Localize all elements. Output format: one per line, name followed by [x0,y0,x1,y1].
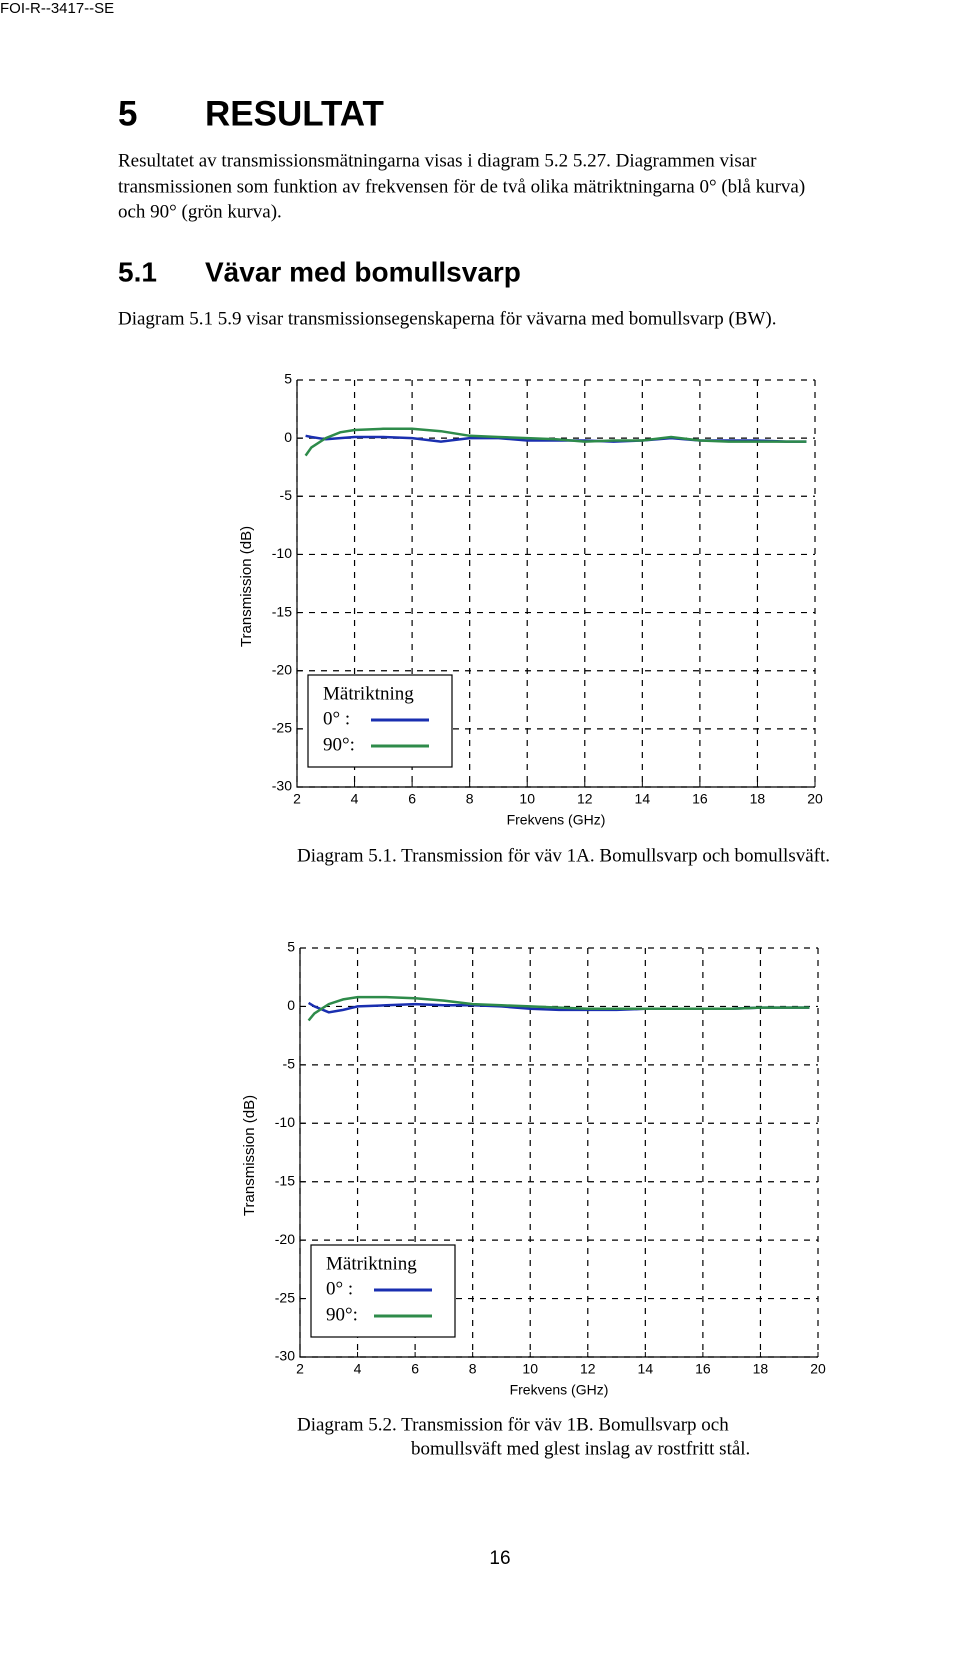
axis-frame [299,948,818,1358]
y-tick-label: -30 [272,778,292,794]
y-tick-label: -15 [275,1172,295,1188]
y-tick-label: 5 [284,371,292,387]
x-tick-label: 2 [293,791,301,807]
y-tick-label: -5 [280,487,293,503]
x-tick-label: 18 [753,1361,769,1377]
heading-title: RESULTAT [205,94,384,133]
y-tick-label: 0 [287,997,295,1013]
paragraph-line: transmissionen som funktion av frekvense… [118,176,805,197]
y-tick-label: -10 [275,1114,295,1130]
x-tick-label: 16 [692,791,708,807]
chart-caption: Diagram 5.2. Transmission för väv 1B. Bo… [297,1414,729,1435]
y-tick-label: -10 [272,545,292,561]
y-tick-label: -20 [275,1231,295,1247]
data-line [307,995,810,1022]
paragraph-line: Resultatet av transmissionsmätningarna v… [118,150,757,171]
y-tick-label: -20 [272,661,292,677]
x-tick-label: 20 [807,791,823,807]
legend-label: 0° : [326,1278,353,1299]
y-tick-label: -25 [272,720,292,736]
legend-label: 90°: [323,734,355,755]
x-tick-label: 4 [354,1361,362,1377]
y-tick-label: 5 [287,939,295,955]
header: FOI-R--3417--SE [0,0,114,17]
x-tick-label: 20 [810,1361,826,1377]
x-tick-label: 4 [351,791,359,807]
legend-label: 90°: [326,1304,358,1325]
x-tick-label: 10 [522,1361,538,1377]
x-tick-label: 8 [466,791,474,807]
legend-title: Mätriktning [326,1253,417,1274]
x-tick-label: 6 [408,791,416,807]
x-tick-label: 14 [638,1361,654,1377]
chart-caption: Diagram 5.1. Transmission för väv 1A. Bo… [297,845,830,866]
legend-label: 0° : [323,708,350,729]
y-axis-label: Transmission (dB) [238,526,255,647]
data-line [304,427,807,457]
paragraph-line: Diagram 5.1 5.9 visar transmissionsegens… [118,308,777,329]
y-tick-label: -25 [275,1289,295,1305]
y-tick-label: -15 [272,603,292,619]
y-axis-label: Transmission (dB) [241,1095,258,1216]
x-axis-label: Frekvens (GHz) [507,812,606,828]
heading-number: 5 [118,94,137,133]
section-title: Vävar med bomullsvarp [205,256,521,287]
x-tick-label: 6 [411,1361,419,1377]
y-tick-label: 0 [284,429,292,445]
x-tick-label: 2 [296,1361,304,1377]
page-number: 16 [489,1548,510,1569]
legend-title: Mätriktning [323,683,414,704]
x-tick-label: 10 [519,791,535,807]
axis-frame [296,380,815,788]
x-tick-label: 18 [750,791,766,807]
section-number: 5.1 [118,256,157,287]
x-tick-label: 12 [580,1361,596,1377]
y-tick-label: -5 [283,1056,296,1072]
x-axis-label: Frekvens (GHz) [510,1382,609,1398]
x-tick-label: 14 [635,791,651,807]
paragraph-line: och 90° (grön kurva). [118,201,282,222]
x-tick-label: 12 [577,791,593,807]
x-tick-label: 16 [695,1361,711,1377]
x-tick-label: 8 [469,1361,477,1377]
y-tick-label: -30 [275,1348,295,1364]
chart-caption: bomullsväft med glest inslag av rostfrit… [411,1438,750,1459]
